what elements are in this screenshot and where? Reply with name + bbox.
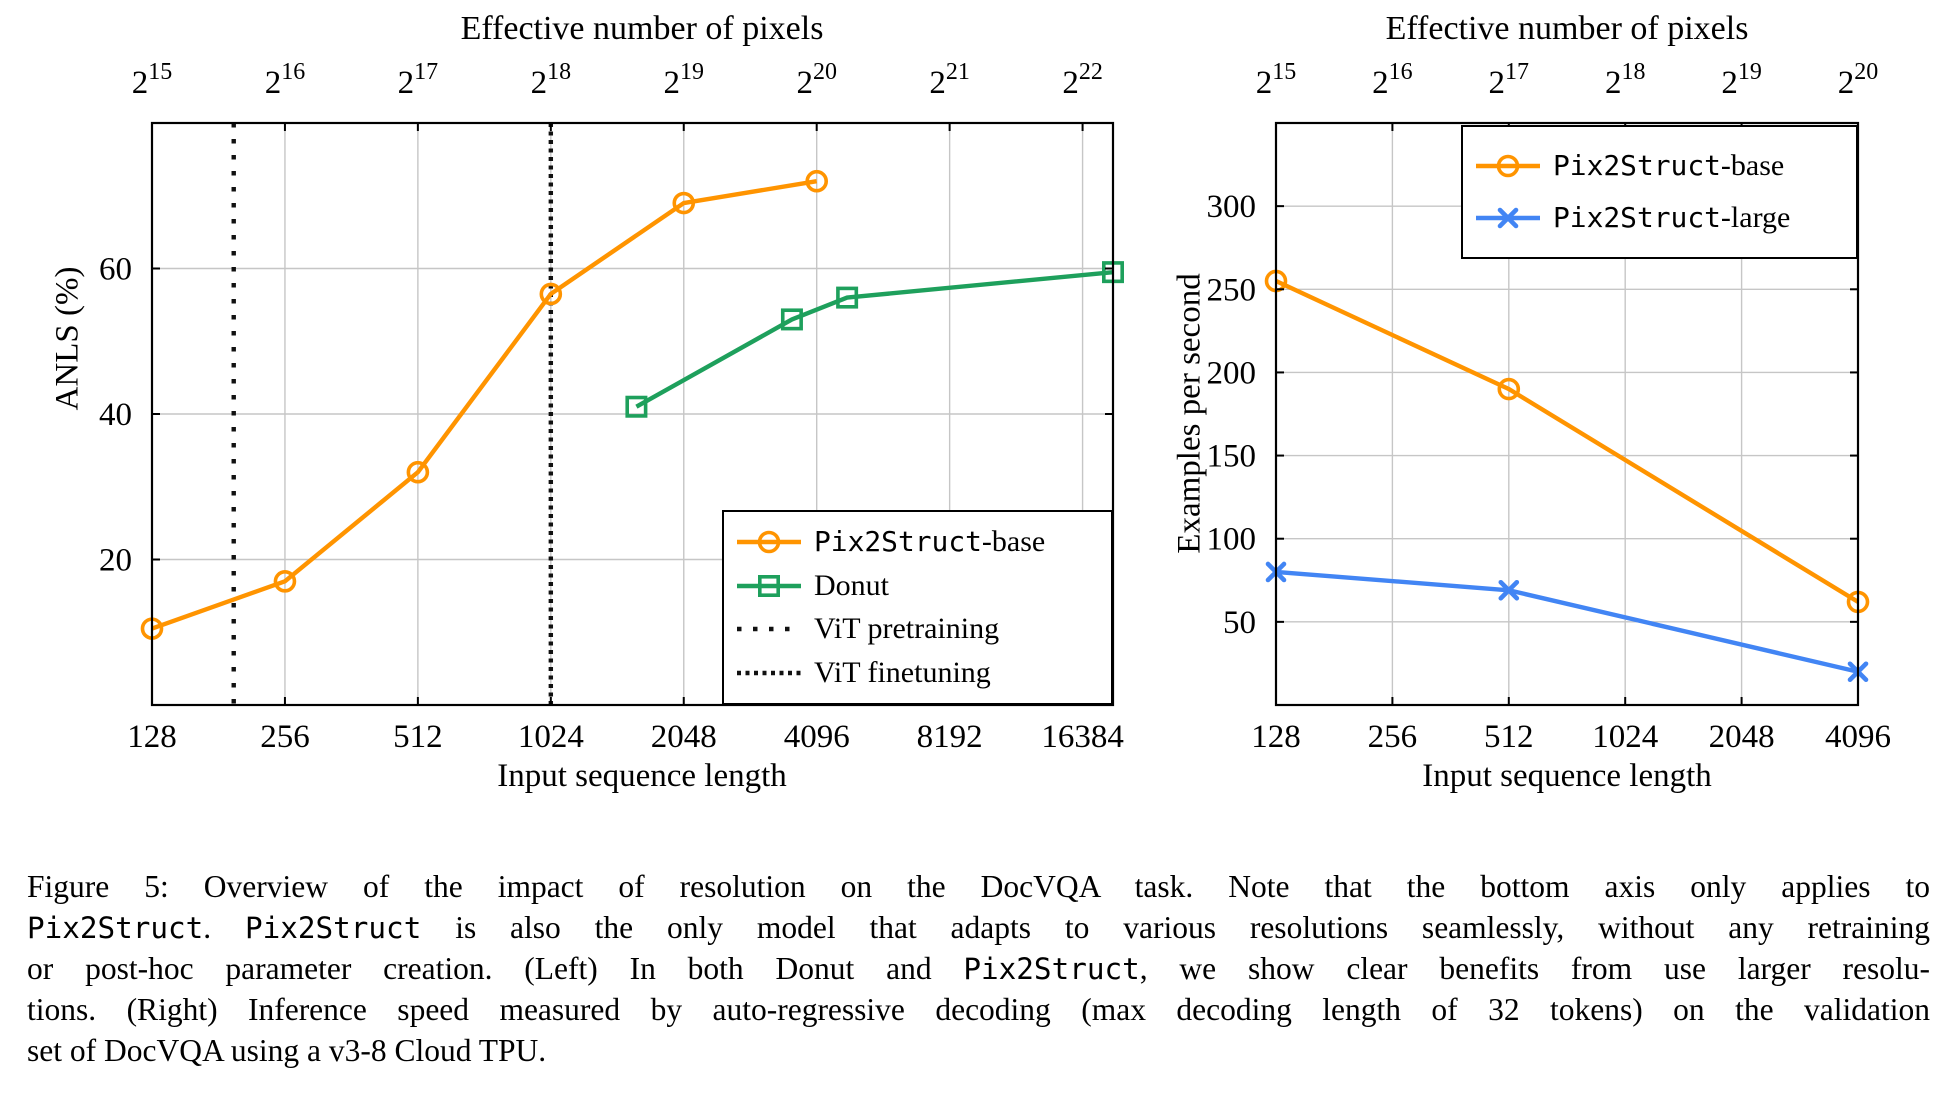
series-line xyxy=(635,269,1114,409)
caption-line-1: Figure 5: Overview of the impact of reso… xyxy=(27,869,1930,904)
left-chart-top-axis-title: Effective number of pixels xyxy=(460,10,824,47)
x-tick-label: 128 xyxy=(1251,719,1301,755)
legend-label: Pix2Struct-base xyxy=(1553,148,1785,182)
x-tick-label: 2048 xyxy=(651,719,717,755)
y-tick-label: 250 xyxy=(1207,272,1257,308)
series-line xyxy=(1275,278,1860,604)
y-tick-label: 150 xyxy=(1207,439,1257,475)
right-chart-legend: Pix2Struct-base Pix2Struct-large xyxy=(1461,125,1858,259)
data-point-square-marker xyxy=(836,286,859,309)
legend-label: ViT pretraining xyxy=(814,612,1000,646)
x-tick-label: 256 xyxy=(260,719,310,755)
legend-sample-pix2struct-base xyxy=(737,530,801,554)
legend-row: Pix2Struct-base xyxy=(1473,148,1846,184)
legend-sample-vit-pretraining xyxy=(737,627,801,632)
caption-line-3: or post-hoc parameter creation. (Left) I… xyxy=(27,951,1930,986)
right-chart-top-axis-title: Effective number of pixels xyxy=(1385,10,1749,47)
data-point-square-marker xyxy=(625,395,648,418)
top-tick-label: 216 xyxy=(265,59,306,101)
top-tick-label: 218 xyxy=(531,59,572,101)
caption-line-2: Pix2Struct. Pix2Struct is also the only … xyxy=(27,910,1930,945)
top-tick-label: 216 xyxy=(1372,59,1413,101)
y-tick-label: 300 xyxy=(1207,189,1257,225)
caption-line-4: tions. (Right) Inference speed measured … xyxy=(27,992,1930,1027)
plot-frame xyxy=(1274,121,1860,707)
y-tick-label: 50 xyxy=(1223,605,1256,641)
top-tick-label: 219 xyxy=(1721,59,1762,101)
legend-label: Donut xyxy=(814,568,889,602)
legend-row: ViT pretraining xyxy=(734,611,1101,647)
data-point-circle-marker xyxy=(273,570,297,593)
legend-label: ViT finetuning xyxy=(814,656,991,690)
legend-row: Pix2Struct-large xyxy=(1473,200,1846,236)
data-point-circle-marker xyxy=(1497,377,1521,401)
data-point-x-marker xyxy=(1498,579,1520,601)
caption-line-5: set of DocVQA using a v3-8 Cloud TPU. xyxy=(27,1033,547,1068)
y-tick-label: 40 xyxy=(99,397,132,433)
figure-caption: Figure 5: Overview of the impact of reso… xyxy=(27,866,1930,1071)
top-tick-label: 215 xyxy=(132,59,173,101)
x-tick-label: 128 xyxy=(127,719,177,755)
top-tick-label: 217 xyxy=(1489,59,1530,101)
left-chart-y-axis-title: ANLS (%) xyxy=(49,266,86,411)
top-tick-label: 219 xyxy=(664,59,705,101)
right-chart-x-axis-title: Input sequence length xyxy=(1422,758,1712,794)
data-point-circle-marker xyxy=(406,460,430,484)
x-tick-label: 4096 xyxy=(1825,719,1891,755)
y-tick-label: 100 xyxy=(1207,522,1257,558)
x-tick-label: 2048 xyxy=(1709,719,1775,755)
y-tick-label: 20 xyxy=(99,543,132,579)
legend-sample-donut xyxy=(737,574,801,597)
legend-label: Pix2Struct-base xyxy=(814,524,1046,558)
x-tick-label: 4096 xyxy=(784,719,850,755)
legend-row: Pix2Struct-base xyxy=(734,524,1101,560)
legend-label: Pix2Struct-large xyxy=(1553,201,1791,235)
y-tick-label: 60 xyxy=(99,252,132,288)
x-tick-label: 1024 xyxy=(1592,719,1658,755)
top-tick-label: 221 xyxy=(929,59,970,101)
legend-sample-pix2struct-base xyxy=(1476,154,1540,177)
x-tick-label: 512 xyxy=(1484,719,1534,755)
series-line xyxy=(151,179,818,631)
legend-sample-vit-finetuning xyxy=(737,670,801,676)
top-tick-label: 218 xyxy=(1605,59,1646,101)
data-point-circle-marker xyxy=(539,282,563,306)
right-chart-y-axis-title: Examples per second xyxy=(1171,273,1208,554)
data-point-square-marker xyxy=(780,308,803,331)
data-point-circle-marker xyxy=(672,191,696,215)
x-tick-label: 512 xyxy=(393,719,443,755)
top-tick-label: 222 xyxy=(1062,59,1103,101)
y-tick-label: 200 xyxy=(1207,355,1257,391)
legend-sample-pix2struct-large xyxy=(1476,208,1540,229)
top-tick-label: 215 xyxy=(1256,59,1297,101)
top-tick-label: 220 xyxy=(796,59,837,101)
x-tick-label: 1024 xyxy=(518,719,584,755)
top-tick-label: 217 xyxy=(398,59,439,101)
left-chart-x-axis-title: Input sequence length xyxy=(497,758,787,794)
x-tick-label: 256 xyxy=(1368,719,1418,755)
legend-row: Donut xyxy=(734,568,1101,604)
left-chart-legend: Pix2Struct-base Donut ViT pretraining ViT f… xyxy=(722,510,1113,705)
x-tick-label: 8192 xyxy=(917,719,983,755)
x-tick-label: 16384 xyxy=(1041,719,1124,755)
top-tick-label: 220 xyxy=(1838,59,1879,101)
legend-row: ViT finetuning xyxy=(734,655,1101,691)
data-point-circle-marker xyxy=(805,169,829,193)
